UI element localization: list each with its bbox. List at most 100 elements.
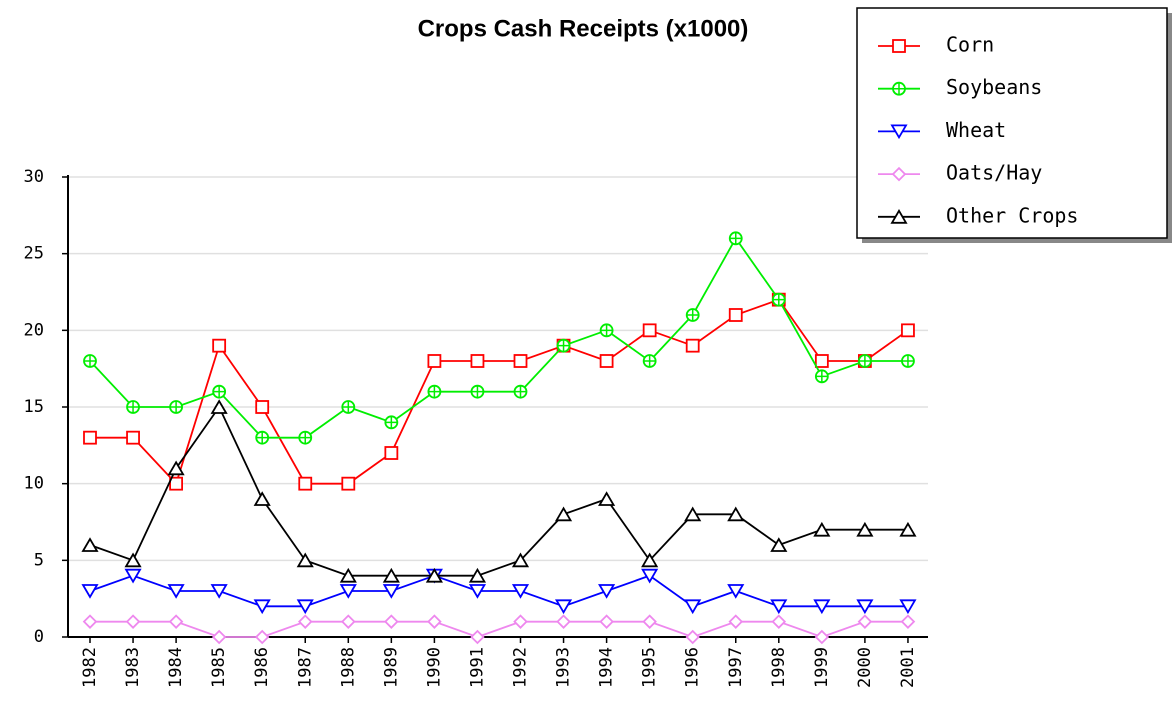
data-point xyxy=(427,384,442,399)
data-point xyxy=(341,476,356,491)
data-point xyxy=(82,614,98,629)
data-point xyxy=(727,506,745,522)
legend-marker xyxy=(890,124,908,140)
data-point xyxy=(253,599,271,615)
data-point xyxy=(513,384,528,399)
legend-marker xyxy=(892,81,906,96)
series-line xyxy=(89,236,908,439)
data-point xyxy=(814,629,830,645)
data-point xyxy=(901,354,915,368)
data-point xyxy=(513,354,528,368)
data-point xyxy=(298,476,313,491)
data-point xyxy=(814,369,829,384)
data-point xyxy=(513,614,528,629)
marker-cross xyxy=(729,232,742,245)
x-tick-label: 1993 xyxy=(554,647,574,688)
x-tick-label: 1996 xyxy=(683,647,703,688)
data-point xyxy=(427,614,442,629)
data-point xyxy=(212,338,227,353)
series-line xyxy=(90,620,908,638)
data-point xyxy=(511,584,530,599)
data-point xyxy=(297,614,313,629)
data-point xyxy=(556,614,571,629)
x-tick-label: 1982 xyxy=(80,647,100,688)
data-point xyxy=(856,521,874,537)
data-point xyxy=(771,292,786,307)
data-point xyxy=(169,400,184,414)
data-point xyxy=(599,354,614,368)
x-tick-label: 1986 xyxy=(252,647,272,688)
marker-cross xyxy=(686,309,699,321)
data-point xyxy=(169,476,184,491)
data-point xyxy=(81,537,99,552)
marker-cross xyxy=(893,82,905,95)
data-point xyxy=(900,614,916,629)
data-point xyxy=(899,599,917,615)
marker-cross xyxy=(342,401,355,413)
data-point xyxy=(642,354,657,368)
marker-cross xyxy=(428,385,441,398)
data-point xyxy=(339,567,357,583)
x-tick-label: 1984 xyxy=(166,647,186,688)
series-line xyxy=(89,405,908,577)
data-point xyxy=(167,584,185,599)
data-point xyxy=(468,584,487,599)
data-point xyxy=(770,599,788,615)
marker-cross xyxy=(84,355,96,367)
data-point xyxy=(210,399,228,414)
data-point xyxy=(126,430,140,445)
marker-cross xyxy=(858,355,871,367)
x-tick-label: 1985 xyxy=(209,647,229,688)
data-point xyxy=(813,599,831,615)
data-point xyxy=(124,568,142,584)
x-tick-label: 1987 xyxy=(295,647,315,688)
data-point xyxy=(641,552,659,568)
marker-cross xyxy=(643,355,656,367)
y-tick-label: 20 xyxy=(24,320,44,340)
data-point xyxy=(813,521,831,537)
data-point xyxy=(470,384,485,399)
marker-cross xyxy=(170,401,183,413)
legend-label: Soybeans xyxy=(946,75,1042,99)
y-tick-label: 5 xyxy=(34,550,44,570)
data-point xyxy=(554,506,573,522)
series-line xyxy=(90,298,909,486)
data-point xyxy=(384,415,399,430)
data-point xyxy=(857,614,873,629)
x-tick-label: 1983 xyxy=(123,647,143,688)
marker-cross xyxy=(385,416,398,429)
y-tick-label: 0 xyxy=(34,627,44,647)
marker-cross xyxy=(600,324,613,337)
data-point xyxy=(125,614,141,629)
legend-marker xyxy=(891,166,907,182)
data-point xyxy=(384,614,399,629)
marker-cross xyxy=(213,385,226,398)
data-point xyxy=(384,446,399,460)
data-point xyxy=(211,629,227,645)
data-point xyxy=(728,231,743,246)
data-point xyxy=(167,460,185,476)
data-point xyxy=(598,491,616,506)
data-point xyxy=(899,521,917,537)
marker-cross xyxy=(557,339,570,352)
x-tick-label: 1997 xyxy=(726,647,746,688)
legend-label: Oats/Hay xyxy=(946,161,1042,185)
data-point xyxy=(83,354,97,368)
data-point xyxy=(685,308,700,322)
marker-cross xyxy=(299,431,312,444)
x-tick-label: 1991 xyxy=(467,647,487,688)
legend-label: Corn xyxy=(946,33,994,57)
data-point xyxy=(814,354,829,368)
data-point xyxy=(770,537,788,552)
data-point xyxy=(511,552,530,568)
data-point xyxy=(124,552,142,568)
data-point xyxy=(425,567,443,583)
data-point xyxy=(427,354,442,368)
data-point xyxy=(470,354,485,368)
data-point xyxy=(727,584,745,599)
data-point xyxy=(339,584,357,599)
legend-label: Other Crops xyxy=(946,203,1078,227)
data-point xyxy=(901,323,915,338)
